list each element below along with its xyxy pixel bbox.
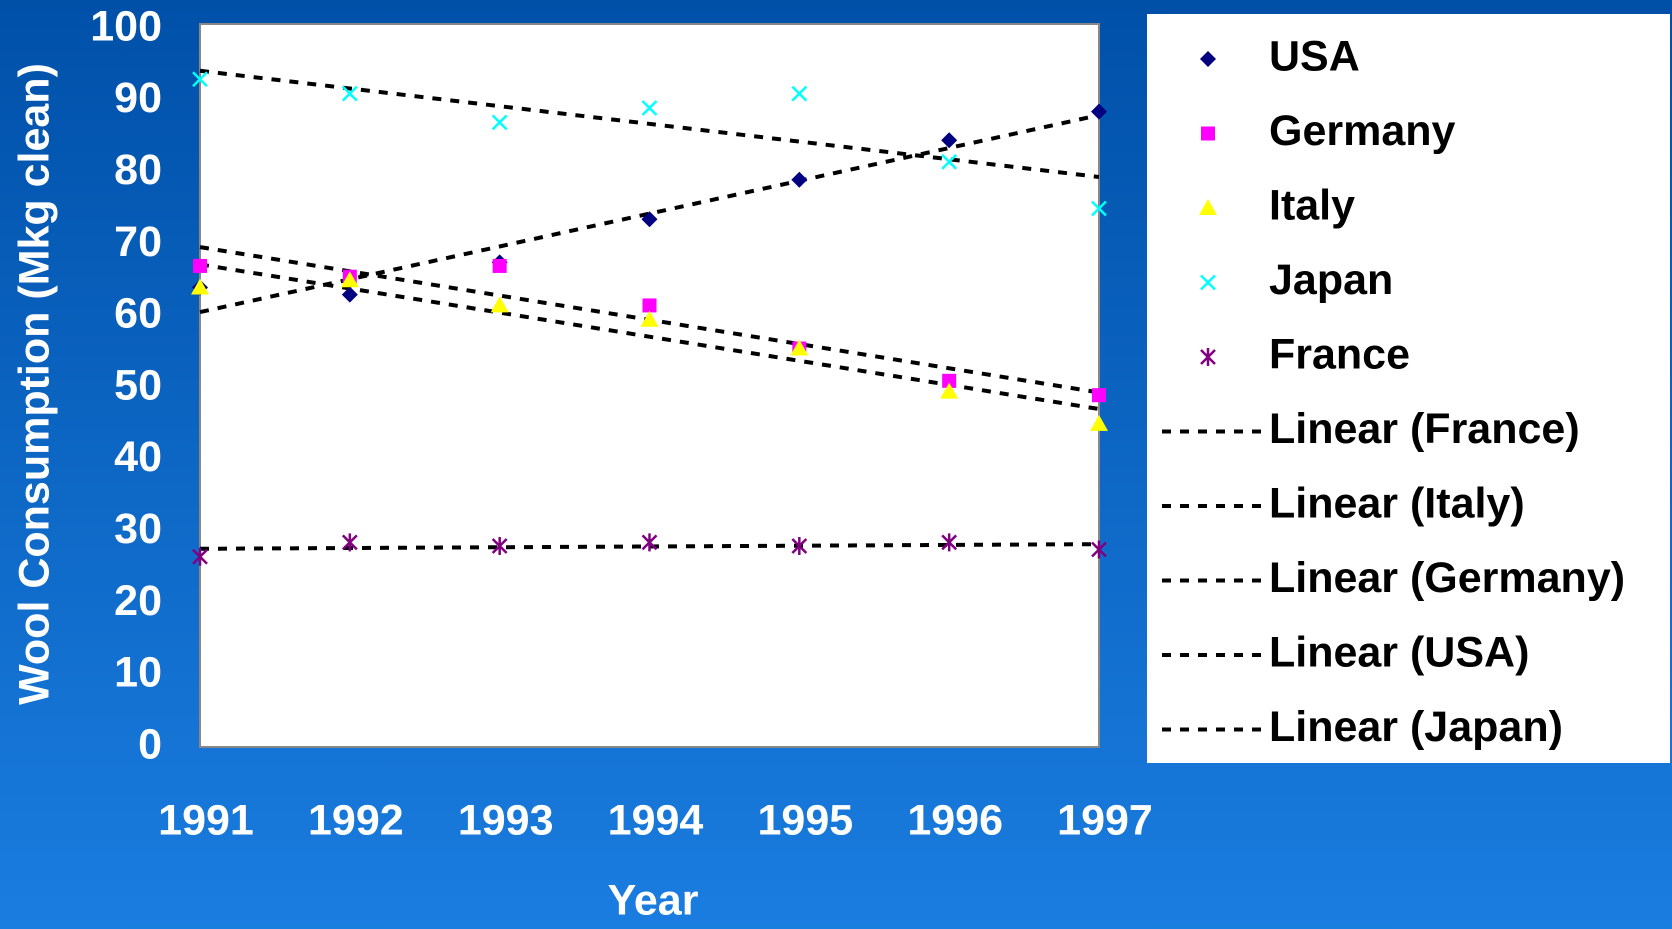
marker [941, 153, 958, 170]
legend-label: Japan [1269, 256, 1393, 304]
legend-marker [1200, 51, 1216, 67]
marker [191, 278, 209, 295]
x-axis-title: Year [608, 876, 699, 924]
y-tick-label: 10 [114, 649, 162, 697]
marker [1092, 388, 1106, 403]
legend-label: Linear (Germany) [1269, 554, 1625, 602]
y-tick-label: 40 [114, 433, 162, 481]
legend-label: Italy [1269, 181, 1355, 229]
x-tick-label: 1994 [608, 796, 704, 844]
x-tick-label: 1995 [757, 796, 853, 844]
marker [790, 339, 809, 356]
marker [791, 85, 808, 102]
marker [641, 211, 658, 228]
marker [941, 533, 958, 552]
y-tick-label: 50 [114, 361, 162, 409]
legend-label: France [1269, 330, 1410, 378]
legend-label: Linear (USA) [1269, 628, 1529, 676]
y-tick-label: 20 [114, 577, 162, 625]
marker [641, 100, 658, 116]
marker [341, 533, 358, 552]
marker [940, 382, 959, 399]
x-tick-label: 1997 [1057, 796, 1153, 844]
y-tick-label: 80 [114, 146, 162, 194]
y-tick-label: 90 [114, 74, 162, 122]
legend-marker [1199, 199, 1217, 215]
marker [642, 298, 657, 313]
marker [641, 533, 658, 552]
marker [490, 296, 509, 313]
x-tick-label: 1991 [158, 796, 254, 844]
marker [192, 71, 208, 88]
y-tick-label: 100 [90, 2, 162, 50]
legend-marker [1200, 274, 1216, 291]
y-tick-label: 70 [114, 218, 162, 266]
trendline [199, 68, 1100, 179]
legend [1147, 14, 1670, 763]
plot-area [199, 23, 1100, 748]
marker [1091, 200, 1107, 217]
marker [1091, 103, 1107, 120]
y-tick-label: 60 [114, 290, 162, 338]
marker [492, 258, 507, 273]
x-tick-label: 1992 [308, 796, 404, 844]
legend-label: Germany [1269, 107, 1456, 155]
legend-label: Linear (Italy) [1269, 479, 1525, 527]
marker [942, 373, 957, 388]
marker [491, 536, 508, 555]
marker [640, 310, 659, 327]
legend-label: Linear (Japan) [1269, 703, 1563, 751]
marker [341, 85, 358, 102]
legend-label: USA [1269, 32, 1360, 80]
marker [791, 536, 808, 555]
marker [941, 132, 958, 149]
legend-label: Linear (France) [1269, 405, 1580, 453]
marker [341, 286, 358, 303]
y-axis-title: Wool Consumption (Mkg clean) [10, 63, 58, 705]
marker [192, 547, 208, 566]
marker [491, 114, 508, 131]
legend-marker [1200, 348, 1216, 366]
marker [1090, 414, 1108, 431]
legend-marker [1201, 126, 1215, 141]
marker [193, 258, 207, 273]
marker [1091, 540, 1107, 559]
x-tick-label: 1996 [907, 796, 1003, 844]
marker [340, 271, 359, 288]
x-tick-label: 1993 [458, 796, 554, 844]
y-tick-label: 30 [114, 505, 162, 553]
y-tick-label: 0 [138, 720, 162, 768]
marker [791, 171, 808, 188]
